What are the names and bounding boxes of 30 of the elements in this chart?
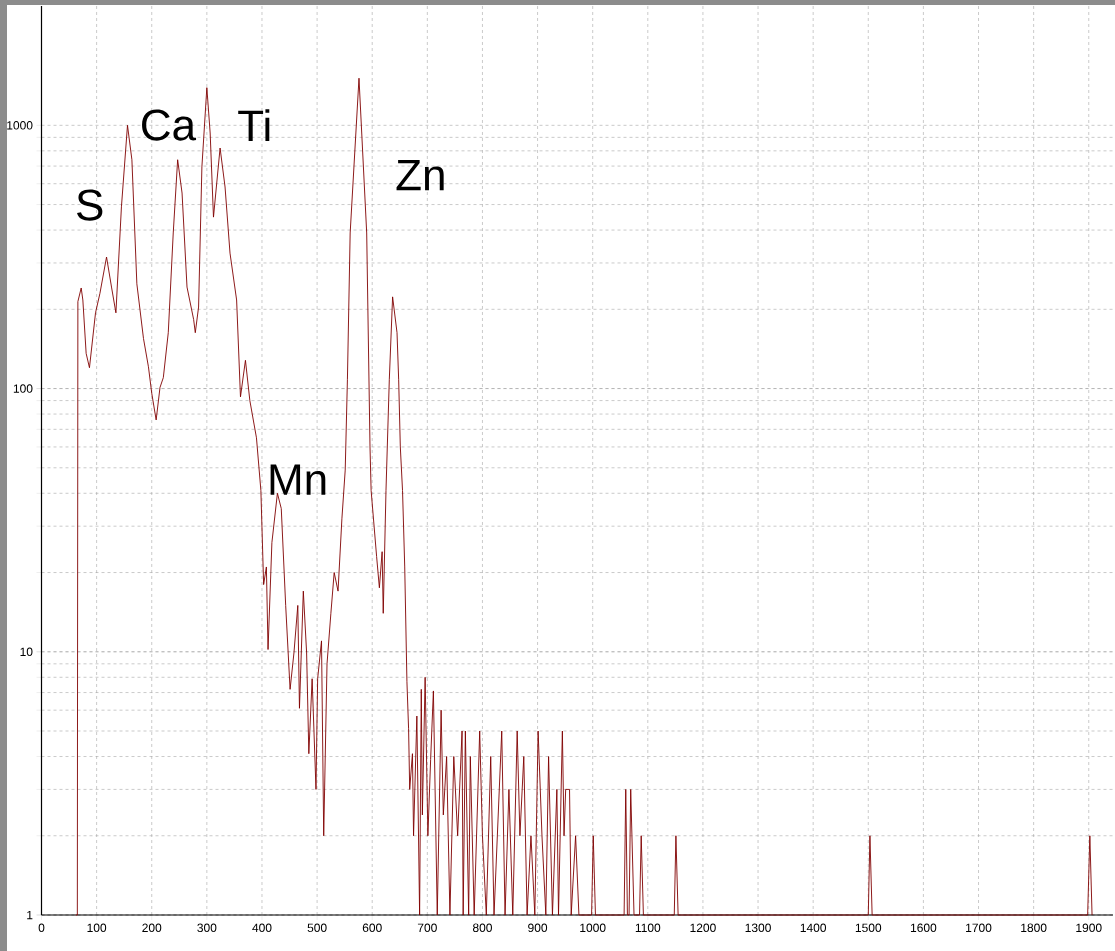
x-tick-label: 1200 — [690, 923, 716, 933]
y-tick-label: 1000 — [7, 121, 33, 130]
y-tick-label: 10 — [20, 647, 33, 657]
x-tick-label: 700 — [417, 923, 437, 933]
x-tick-label: 300 — [197, 923, 217, 933]
x-tick-label: 1700 — [966, 923, 992, 933]
x-tick-label: 1400 — [800, 923, 827, 933]
y-tick-label: 100 — [13, 384, 33, 393]
x-tick-label: 1600 — [910, 923, 937, 933]
line-series — [75, 77, 1093, 916]
annotation: Zn — [396, 159, 444, 191]
annotation: Ca — [142, 109, 197, 141]
x-tick-label: 1000 — [580, 923, 606, 933]
x-tick-label: 1500 — [855, 923, 882, 933]
x-tick-label: 1800 — [1021, 923, 1047, 933]
x-tick-label: 1100 — [635, 923, 661, 933]
annotation: Ti — [238, 109, 270, 142]
x-tick-label: 400 — [252, 923, 272, 933]
x-tick-label: 1900 — [1076, 923, 1102, 933]
annotation: Mn — [270, 464, 326, 495]
x-tick-label: 900 — [528, 923, 548, 933]
annotation: S — [77, 189, 103, 221]
x-tick-label: 0 — [38, 923, 45, 933]
x-tick-label: 200 — [142, 923, 162, 933]
x-tick-label: 500 — [307, 923, 327, 933]
x-tick-label: 1300 — [745, 923, 771, 933]
y-tick-label: 1 — [27, 910, 33, 920]
x-tick-label: 600 — [362, 923, 382, 933]
x-tick-label: 100 — [87, 923, 107, 933]
x-tick-label: 800 — [472, 923, 492, 933]
